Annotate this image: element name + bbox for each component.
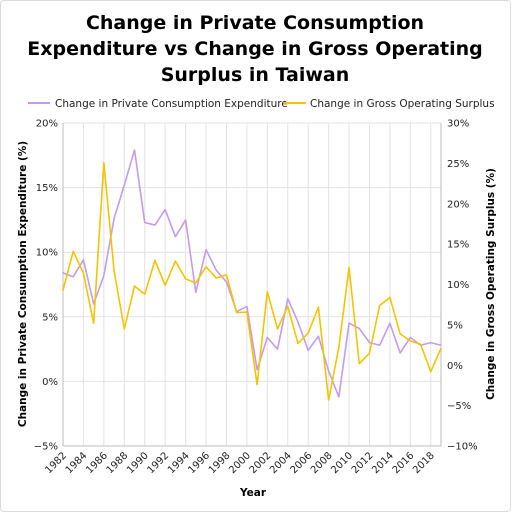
y-right-tick-label: 15% — [447, 240, 469, 251]
y-right-tick-label: 0% — [447, 361, 463, 372]
operating-surplus-line — [62, 161, 442, 401]
x-tick-label: 2000 — [227, 450, 253, 476]
y-axis-left-title: Change in Private Consumption Expenditur… — [17, 141, 29, 427]
x-tick-label: 1998 — [207, 450, 233, 476]
y-left-tick-label: −5% — [34, 442, 58, 453]
y-right-tick-label: 10% — [447, 280, 469, 291]
x-tick-label: 1988 — [105, 450, 131, 476]
y-right-tick-label: 5% — [447, 320, 463, 331]
y-axis-right-title: Change in Gross Operating Surplus (%) — [485, 168, 497, 400]
x-tick-label: 2012 — [350, 450, 376, 476]
x-axis-ticks: 1982198419861988199019921994199619982000… — [43, 450, 437, 476]
x-tick-label: 2016 — [391, 450, 417, 476]
legend-label-operating-surplus: Change in Gross Operating Surplus — [310, 98, 495, 110]
gridlines — [62, 122, 441, 447]
y-left-tick-label: 5% — [42, 312, 58, 323]
y-right-tick-label: 25% — [447, 159, 469, 170]
right-axis-ticks: −10% −5% 0% 5% 10% 15% 20% 25% 30% — [447, 119, 478, 453]
y-right-tick-label: 20% — [447, 199, 469, 210]
y-right-tick-label: −5% — [447, 401, 471, 412]
x-tick-label: 2008 — [309, 450, 335, 476]
x-tick-label: 2006 — [289, 450, 315, 476]
y-left-tick-label: 15% — [36, 183, 58, 194]
chart-title-line-3: Surplus in Taiwan — [161, 64, 350, 86]
x-tick-label: 2014 — [370, 450, 396, 476]
legend: Change in Private Consumption Expenditur… — [28, 98, 495, 110]
legend-label-consumption: Change in Private Consumption Expenditur… — [55, 98, 288, 110]
y-left-tick-label: 0% — [42, 377, 58, 388]
x-tick-label: 1986 — [84, 450, 110, 476]
axes — [62, 123, 442, 447]
y-left-tick-label: 10% — [36, 248, 58, 259]
x-tick-label: 1992 — [146, 450, 172, 476]
chart-title-line-2: Expenditure vs Change in Gross Operating — [27, 38, 483, 60]
x-tick-label: 2002 — [248, 450, 274, 476]
x-tick-label: 2004 — [268, 450, 294, 476]
y-right-tick-label: −10% — [447, 442, 478, 453]
y-right-tick-label: 30% — [447, 119, 469, 130]
chart-title-line-1: Change in Private Consumption — [86, 12, 424, 34]
x-tick-label: 1994 — [166, 450, 192, 476]
x-tick-label: 1996 — [186, 450, 212, 476]
x-tick-label: 1984 — [64, 450, 90, 476]
x-tick-label: 2018 — [411, 450, 437, 476]
x-tick-label: 1990 — [125, 450, 151, 476]
left-axis-ticks: −5% 0% 5% 10% 15% 20% — [34, 119, 58, 453]
x-axis-title: Year — [239, 487, 267, 499]
series-lines — [62, 149, 442, 401]
x-tick-label: 1982 — [43, 450, 69, 476]
y-left-tick-label: 20% — [36, 119, 58, 130]
x-tick-label: 2010 — [329, 450, 355, 476]
consumption-expenditure-line — [62, 149, 442, 398]
